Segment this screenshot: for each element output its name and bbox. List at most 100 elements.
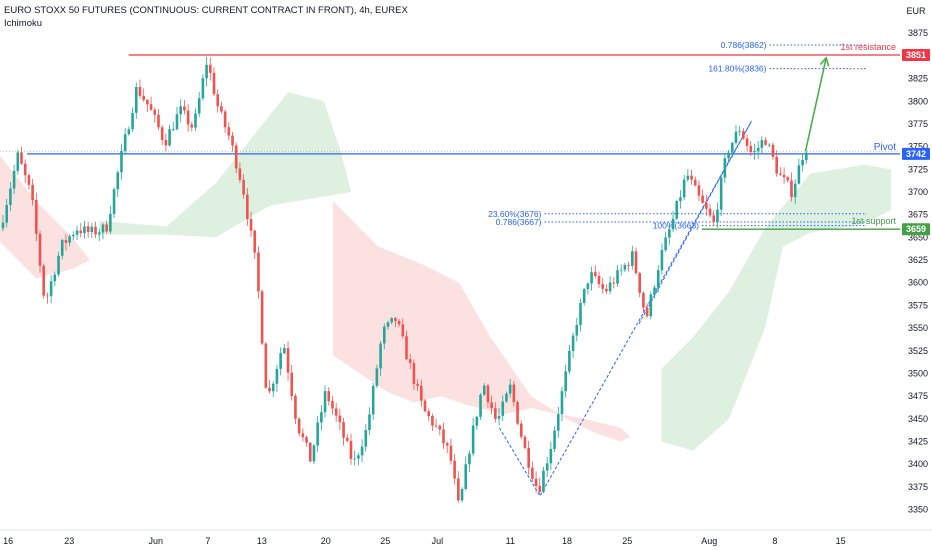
candle-body	[693, 179, 697, 186]
candle-body	[5, 204, 9, 223]
candle-body	[631, 251, 634, 266]
candle-body	[453, 460, 456, 479]
candle-body	[593, 272, 597, 276]
candle-body	[201, 78, 205, 99]
cloud-bull-1	[661, 164, 891, 451]
candle-body	[27, 175, 31, 185]
candle-body	[134, 86, 138, 113]
candle-body	[423, 400, 427, 412]
y-tick-label: 3450	[908, 414, 928, 424]
candle-body	[445, 443, 449, 446]
candle-body	[375, 368, 379, 386]
candle-body	[109, 213, 112, 232]
candle-body	[468, 453, 471, 465]
candle-body	[560, 391, 564, 415]
candle-body	[779, 173, 782, 175]
currency-label: EUR	[906, 6, 926, 16]
x-tick-label: 25	[380, 536, 390, 546]
candle-body	[190, 124, 194, 128]
candle-body	[494, 408, 497, 419]
candle-body	[131, 112, 134, 130]
candle-body	[508, 384, 512, 394]
fib-label-0: 0.786(3862)	[721, 40, 767, 50]
level-name-2: 1st support	[851, 216, 896, 226]
y-tick-label: 3375	[908, 482, 928, 492]
y-tick-label: 3350	[908, 505, 928, 515]
x-tick-label: 16	[3, 536, 13, 546]
candle-body	[153, 109, 157, 115]
candle-body	[723, 158, 727, 178]
candle-body	[105, 224, 108, 232]
candle-body	[12, 170, 16, 189]
x-tick-label: 13	[257, 536, 267, 546]
candle-body	[538, 485, 542, 492]
candle-body	[634, 251, 638, 274]
candle-body	[527, 447, 530, 468]
fibonacci-levels: 0.786(3862) 161.80%(3836) 23.60%(3676)0.78…	[488, 40, 867, 231]
candle-body	[671, 218, 675, 230]
y-tick-label: 3550	[908, 323, 928, 333]
candle-body	[305, 437, 308, 443]
level-name-0: 1st resistance	[840, 42, 896, 52]
candle-body	[386, 322, 390, 327]
candle-body	[223, 111, 227, 128]
candle-body	[597, 275, 601, 285]
y-tick-label: 3525	[908, 346, 928, 356]
level-name-1: Pivot	[874, 142, 896, 153]
candle-body	[186, 110, 190, 125]
candle-body	[382, 326, 386, 344]
candle-body	[160, 127, 164, 140]
candle-body	[690, 175, 693, 180]
candle-body	[727, 152, 730, 159]
candle-body	[605, 288, 608, 292]
target-arrow-head	[819, 56, 830, 67]
x-tick-label: 15	[836, 536, 846, 546]
candle-body	[534, 478, 538, 486]
candle-body	[60, 240, 64, 256]
candle-body	[42, 265, 46, 296]
x-tick-label: 25	[622, 536, 632, 546]
candle-body	[234, 145, 238, 169]
candle-body	[460, 488, 464, 501]
candle-body	[756, 147, 760, 152]
candle-body	[279, 353, 282, 369]
x-tick-label: 20	[321, 536, 331, 546]
cloud-bear-0	[0, 155, 90, 279]
candle-body	[653, 287, 656, 295]
candle-body	[697, 185, 701, 196]
candle-body	[349, 440, 353, 459]
candle-body	[342, 422, 345, 438]
candle-body	[31, 184, 34, 201]
candle-body	[220, 106, 223, 112]
candle-body	[531, 467, 534, 479]
candle-body	[38, 233, 42, 266]
target-arrow-line	[804, 57, 827, 152]
y-tick-label: 3700	[908, 187, 928, 197]
candle-body	[86, 226, 90, 233]
candle-body	[390, 318, 393, 323]
candle-body	[797, 165, 801, 184]
candle-body	[497, 415, 501, 419]
candle-body	[68, 236, 71, 243]
indicator-label[interactable]: Ichimoku	[4, 18, 43, 29]
candle-body	[257, 252, 260, 292]
y-tick-label: 3775	[908, 119, 928, 129]
candle-body	[619, 269, 623, 271]
chart-title: EURO STOXX 50 FUTURES (CONTINUOUS: CURRE…	[4, 5, 408, 16]
candle-body	[486, 385, 490, 403]
candle-body	[142, 95, 145, 100]
candle-body	[686, 175, 690, 180]
candle-body	[209, 64, 212, 73]
candle-body	[427, 411, 431, 417]
candle-body	[771, 144, 775, 157]
candle-body	[786, 177, 790, 181]
candle-body	[205, 64, 208, 79]
trend-lines	[499, 120, 752, 497]
candle-body	[197, 98, 201, 114]
candle-body	[146, 99, 149, 105]
candle-body	[556, 414, 560, 431]
x-tick-label: Jun	[148, 536, 163, 546]
candle-body	[20, 152, 23, 164]
candle-body	[705, 202, 708, 209]
